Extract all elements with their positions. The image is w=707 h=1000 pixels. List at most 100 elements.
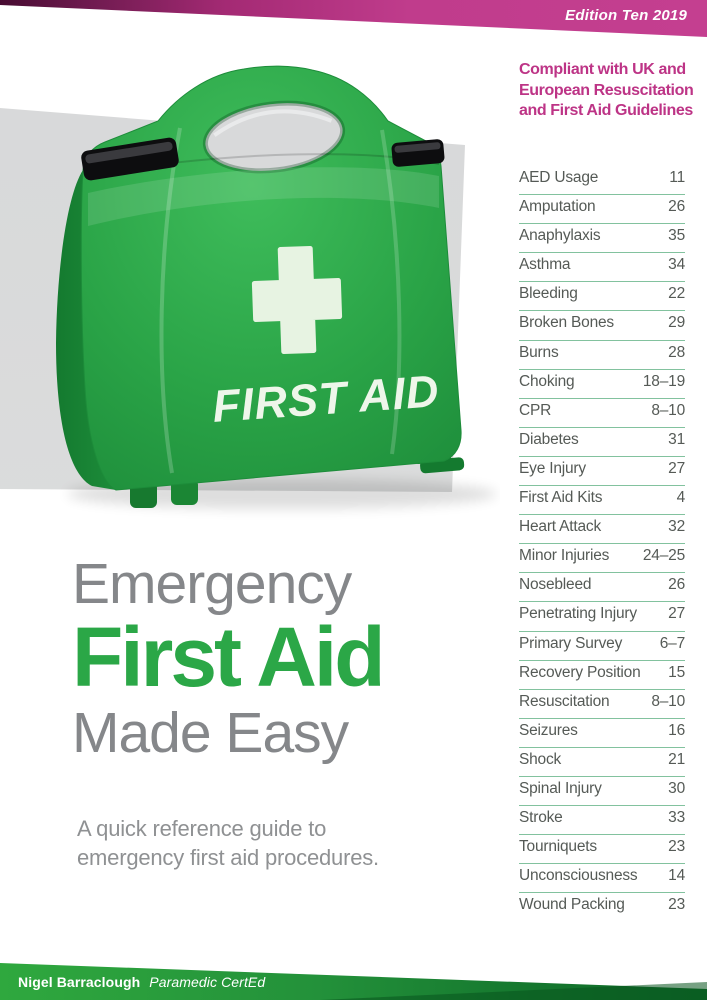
contents-topic: Nosebleed xyxy=(519,576,592,594)
title-line-made-easy: Made Easy xyxy=(72,701,349,765)
contents-page-number: 28 xyxy=(668,343,685,361)
first-aid-kit-illustration: FIRST AID xyxy=(56,65,497,509)
tagline-line-1: A quick reference guide to xyxy=(77,816,327,841)
contents-row: Eye Injury 27 xyxy=(519,457,685,487)
author-credit: Nigel Barraclough Paramedic CertEd xyxy=(18,974,265,990)
contents-row: Diabetes 31 xyxy=(519,428,685,457)
contents-page-number: 6–7 xyxy=(659,634,685,652)
tagline-line-2: emergency first aid procedures. xyxy=(77,845,379,870)
edition-label: Edition Ten 2019 xyxy=(565,7,687,24)
first-aid-cross-icon xyxy=(251,246,343,354)
kit-sheen xyxy=(88,167,439,226)
contents-page-number: 11 xyxy=(669,169,685,186)
contents-page-number: 15 xyxy=(668,663,685,681)
compliance-note: Compliant with UK and European Resuscita… xyxy=(519,60,699,122)
footer: Nigel Barraclough Paramedic CertEd xyxy=(0,948,707,1000)
contents-page-number: 21 xyxy=(668,750,685,768)
contents-row: Tourniquets 23 xyxy=(519,835,685,865)
contents-row: Nosebleed 26 xyxy=(519,573,685,603)
contents-page-number: 34 xyxy=(668,256,685,274)
kit-latch-left xyxy=(81,137,179,181)
contents-page-number: 27 xyxy=(668,459,685,477)
contents-row: Asthma 34 xyxy=(519,253,685,283)
contents-topic: AED Usage xyxy=(519,169,599,186)
contents-topic: CPR xyxy=(519,401,552,419)
contents-page-number: 16 xyxy=(668,721,685,739)
contents-topic: Spinal Injury xyxy=(519,779,602,797)
contents-row: Burns 28 xyxy=(519,341,685,370)
contents-topic: Anaphylaxis xyxy=(519,227,601,245)
contents-row: Bleeding 22 xyxy=(519,282,685,312)
contents-topic: Resuscitation xyxy=(519,692,610,710)
contents-row: AED Usage 11 xyxy=(519,166,685,196)
contents-topic: Unconsciousness xyxy=(519,867,638,885)
kit-foot xyxy=(171,479,198,505)
contents-page-number: 26 xyxy=(668,576,685,594)
contents-page-number: 32 xyxy=(668,518,685,536)
contents-row: Minor Injuries 24–25 xyxy=(519,544,685,574)
compliance-line-1: Compliant with UK and xyxy=(519,61,686,78)
contents-page-number: 23 xyxy=(668,896,685,914)
contents-page-number: 27 xyxy=(668,605,685,623)
author-name: Nigel Barraclough xyxy=(18,974,141,990)
contents-topic: Bleeding xyxy=(519,285,578,303)
title-line-first-aid: First Aid xyxy=(72,610,386,704)
contents-row: Unconsciousness 14 xyxy=(519,864,685,894)
contents-list: AED Usage 11 Amputation 26 Anaphylaxis 3… xyxy=(519,166,685,922)
contents-page-number: 8–10 xyxy=(651,401,685,419)
contents-row: Heart Attack 32 xyxy=(519,515,685,545)
contents-page-number: 4 xyxy=(676,489,686,507)
contents-page-number: 26 xyxy=(668,198,685,216)
contents-topic: Diabetes xyxy=(519,430,579,448)
contents-page-number: 18–19 xyxy=(642,372,685,390)
contents-row: Resuscitation 8–10 xyxy=(519,690,685,719)
contents-page-number: 33 xyxy=(668,809,685,827)
contents-topic: Seizures xyxy=(519,721,578,739)
contents-page-number: 22 xyxy=(668,285,685,303)
contents-row: Seizures 16 xyxy=(519,719,685,748)
contents-row: Wound Packing 23 xyxy=(519,893,685,922)
contents-topic: Penetrating Injury xyxy=(519,605,637,623)
contents-page-number: 24–25 xyxy=(642,547,685,565)
contents-topic: Eye Injury xyxy=(519,459,586,477)
contents-topic: Stroke xyxy=(519,809,563,827)
contents-row: Primary Survey 6–7 xyxy=(519,632,685,661)
kit-latch-right xyxy=(391,139,445,167)
contents-topic: Burns xyxy=(519,343,559,361)
contents-row: First Aid Kits 4 xyxy=(519,486,686,516)
kit-handle-hole xyxy=(202,100,346,174)
compliance-line-2: European Resuscitation xyxy=(519,81,694,99)
contents-row: Anaphylaxis 35 xyxy=(519,224,685,254)
author-credential: Paramedic CertEd xyxy=(149,974,266,990)
title-line-emergency: Emergency xyxy=(72,552,352,616)
contents-row: Choking 18–19 xyxy=(519,370,685,399)
contents-page-number: 29 xyxy=(668,314,685,332)
contents-topic: First Aid Kits xyxy=(519,489,603,507)
contents-row: Amputation 26 xyxy=(519,195,685,225)
contents-topic: Wound Packing xyxy=(519,896,625,914)
kit-sheen xyxy=(159,127,182,474)
contents-topic: Amputation xyxy=(519,198,596,216)
contents-topic: Heart Attack xyxy=(519,518,602,536)
contents-topic: Tourniquets xyxy=(519,838,597,856)
contents-page-number: 8–10 xyxy=(651,692,685,710)
contents-row: Broken Bones 29 xyxy=(519,311,685,341)
contents-topic: Choking xyxy=(519,372,575,390)
contents-topic: Shock xyxy=(519,750,562,768)
contents-row: Stroke 33 xyxy=(519,806,685,836)
contents-row: Spinal Injury 30 xyxy=(519,777,685,807)
tagline: A quick reference guide to emergency fir… xyxy=(77,814,379,872)
contents-row: Shock 21 xyxy=(519,748,685,777)
contents-topic: Recovery Position xyxy=(519,663,641,681)
contents-topic: Broken Bones xyxy=(519,314,614,332)
contents-row: Recovery Position 15 xyxy=(519,661,685,690)
contents-row: CPR 8–10 xyxy=(519,399,685,428)
contents-topic: Asthma xyxy=(519,256,571,274)
contents-page-number: 35 xyxy=(668,227,685,245)
compliance-line-3: and First Aid Guidelines xyxy=(519,102,693,119)
contents-topic: Primary Survey xyxy=(519,634,623,652)
contents-page-number: 14 xyxy=(668,867,685,885)
contents-page-number: 31 xyxy=(668,430,685,448)
kit-sheen xyxy=(380,129,402,455)
contents-page-number: 23 xyxy=(668,838,685,856)
